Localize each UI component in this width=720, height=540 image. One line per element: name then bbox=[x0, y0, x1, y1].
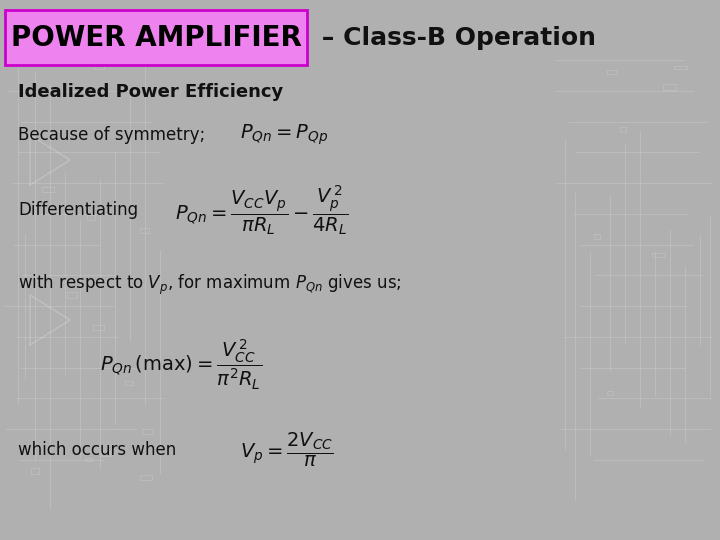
Bar bbox=[101, 451, 110, 456]
Text: – Class-B Operation: – Class-B Operation bbox=[313, 25, 596, 50]
Bar bbox=[140, 227, 149, 233]
Bar bbox=[607, 70, 617, 75]
Bar bbox=[94, 64, 104, 69]
Text: Idealized Power Efficiency: Idealized Power Efficiency bbox=[18, 83, 283, 101]
Bar bbox=[607, 391, 613, 395]
Bar bbox=[87, 215, 94, 220]
Text: $P_{Qn} = P_{Qp}$: $P_{Qn} = P_{Qp}$ bbox=[240, 123, 328, 147]
Bar bbox=[142, 429, 153, 434]
Text: $V_p = \dfrac{2V_{CC}}{\pi}$: $V_p = \dfrac{2V_{CC}}{\pi}$ bbox=[240, 431, 334, 469]
Text: Because of symmetry;: Because of symmetry; bbox=[18, 126, 205, 144]
Text: $P_{Qn}\,(\mathrm{max})= \dfrac{V_{CC}^{\,2}}{\pi^2 R_L}$: $P_{Qn}\,(\mathrm{max})= \dfrac{V_{CC}^{… bbox=[100, 338, 262, 392]
Text: POWER AMPLIFIER: POWER AMPLIFIER bbox=[11, 24, 302, 51]
Bar bbox=[94, 325, 104, 330]
Bar bbox=[652, 253, 665, 257]
Bar bbox=[594, 234, 600, 239]
Bar bbox=[67, 292, 77, 298]
Bar bbox=[31, 468, 39, 474]
Bar bbox=[45, 56, 55, 60]
Bar bbox=[620, 127, 626, 132]
Bar bbox=[674, 65, 687, 69]
Bar bbox=[125, 381, 132, 384]
Text: Differentiating: Differentiating bbox=[18, 201, 138, 219]
Bar bbox=[42, 187, 53, 192]
Text: which occurs when: which occurs when bbox=[18, 441, 176, 459]
Text: with respect to $V_p$, for maximum $P_{Qn}$ gives us;: with respect to $V_p$, for maximum $P_{Q… bbox=[18, 273, 402, 297]
Bar bbox=[86, 458, 91, 462]
FancyBboxPatch shape bbox=[5, 10, 307, 65]
Bar bbox=[663, 84, 675, 90]
Bar bbox=[140, 475, 153, 481]
Text: $P_{Qn} = \dfrac{V_{CC}V_p}{\pi R_L} - \dfrac{V_p^{\,2}}{4R_L}$: $P_{Qn} = \dfrac{V_{CC}V_p}{\pi R_L} - \… bbox=[175, 183, 348, 237]
